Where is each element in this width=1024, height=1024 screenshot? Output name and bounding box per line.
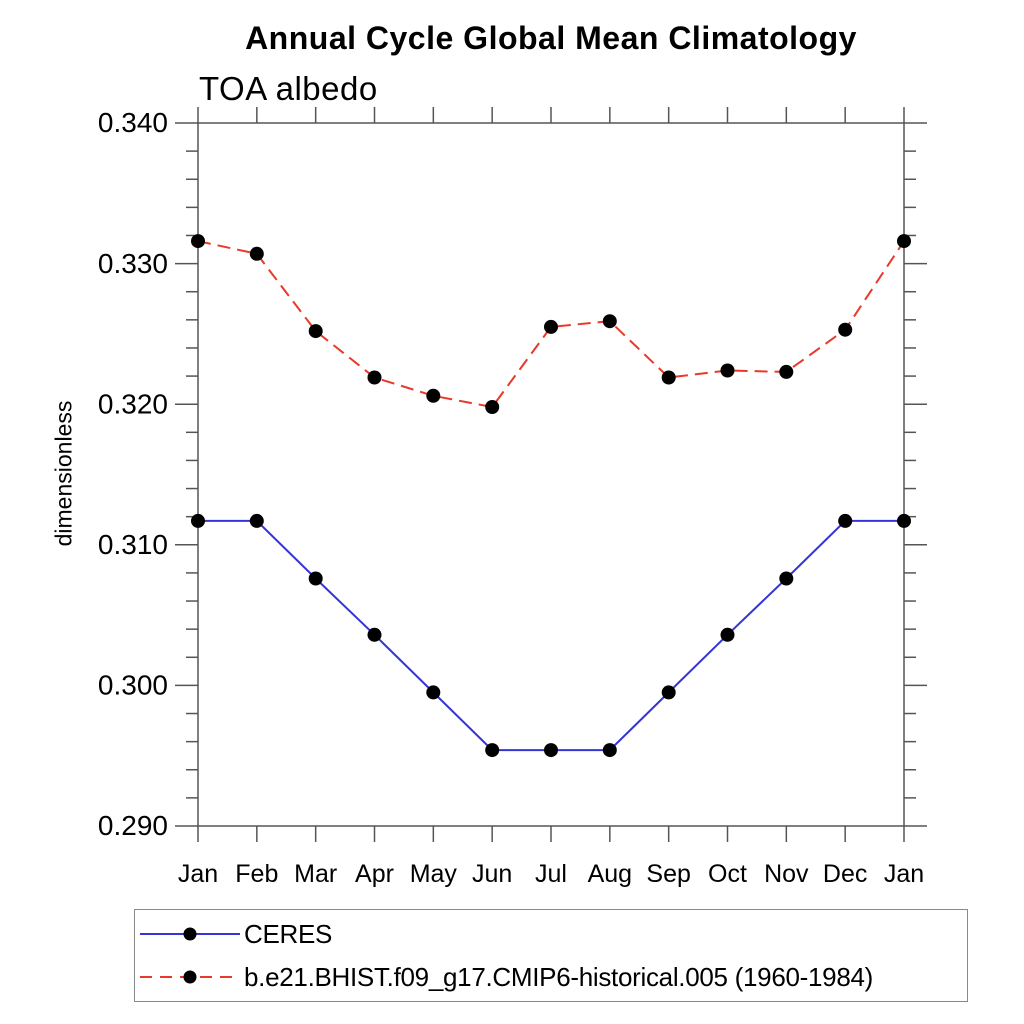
series-0-data-point-marker <box>602 743 617 758</box>
series-1-data-point-marker <box>191 234 205 249</box>
series-0-data-point-marker <box>308 571 323 586</box>
x-tick-label: Apr <box>355 860 394 888</box>
x-tick-label: Dec <box>823 860 867 888</box>
series-0-data-point-marker <box>838 513 853 528</box>
series-0-data-point-marker <box>661 685 676 700</box>
x-tick-label: Jun <box>472 860 512 888</box>
y-tick-label: 0.340 <box>98 107 168 138</box>
y-tick-label: 0.300 <box>98 670 168 701</box>
plot-frame <box>197 122 905 827</box>
legend-ceres-line-sample <box>140 927 240 941</box>
y-tick-label: 0.320 <box>98 388 168 419</box>
legend-model-marker-icon <box>183 970 197 984</box>
series-1-data-point-marker <box>779 364 794 379</box>
x-tick-label: Jan <box>884 860 924 888</box>
x-tick-label: Jan <box>178 860 218 888</box>
x-tick-label: May <box>410 860 458 888</box>
chart-subtitle: TOA albedo <box>199 70 378 107</box>
x-tick-label: Feb <box>235 860 278 888</box>
series-1-data-point-marker <box>661 370 676 385</box>
series-1-data-point-marker <box>544 319 558 334</box>
series-0-line <box>198 519 904 752</box>
series-1-data-point-marker <box>897 234 911 249</box>
series-0-data-point-marker <box>544 743 558 758</box>
x-tick-label: Nov <box>764 860 809 888</box>
y-tick-label: 0.330 <box>98 248 168 279</box>
chart-title: Annual Cycle Global Mean Climatology <box>245 20 857 56</box>
series-0-data-point-marker <box>720 627 735 642</box>
legend-model-line-sample <box>140 970 240 984</box>
series-1-data-point-marker <box>367 370 382 385</box>
series-1-data-point-marker <box>426 388 441 403</box>
legend-ceres-marker-icon <box>183 927 197 941</box>
legend-item-ceres: CERES <box>135 914 967 955</box>
legend-label-model: b.e21.BHIST.f09_g17.CMIP6-historical.005… <box>244 961 873 992</box>
series-0-data-point-marker <box>367 627 382 642</box>
series-0-data-point-marker <box>485 743 500 758</box>
series-1-data-point-marker <box>720 363 735 378</box>
series-1-data-point-marker <box>249 246 264 261</box>
x-tick-label: Jul <box>535 860 567 888</box>
legend: CERES b.e21.BHIST.f09_g17.CMIP6-historic… <box>134 909 968 1002</box>
series-1-data-point-marker <box>602 314 617 329</box>
series-1-data-point-marker <box>308 324 323 339</box>
series-0-data-point-marker <box>426 685 441 700</box>
x-tick-label: Aug <box>588 860 632 888</box>
series-0-data-point-marker <box>897 513 911 528</box>
y-tick-label: 0.310 <box>98 529 168 560</box>
legend-label-ceres: CERES <box>244 918 333 949</box>
x-tick-label: Mar <box>294 860 337 888</box>
legend-item-model: b.e21.BHIST.f09_g17.CMIP6-historical.005… <box>135 957 967 998</box>
y-tick-label: 0.290 <box>98 810 168 841</box>
x-tick-label: Oct <box>708 860 747 888</box>
series-1-data-point-marker <box>838 322 853 337</box>
x-tick-label: Sep <box>646 860 690 888</box>
series-0-data-point-marker <box>779 571 794 586</box>
series-0-data-point-marker <box>249 513 264 528</box>
series-0-data-point-marker <box>191 513 205 528</box>
series-1-data-point-marker <box>485 400 500 414</box>
